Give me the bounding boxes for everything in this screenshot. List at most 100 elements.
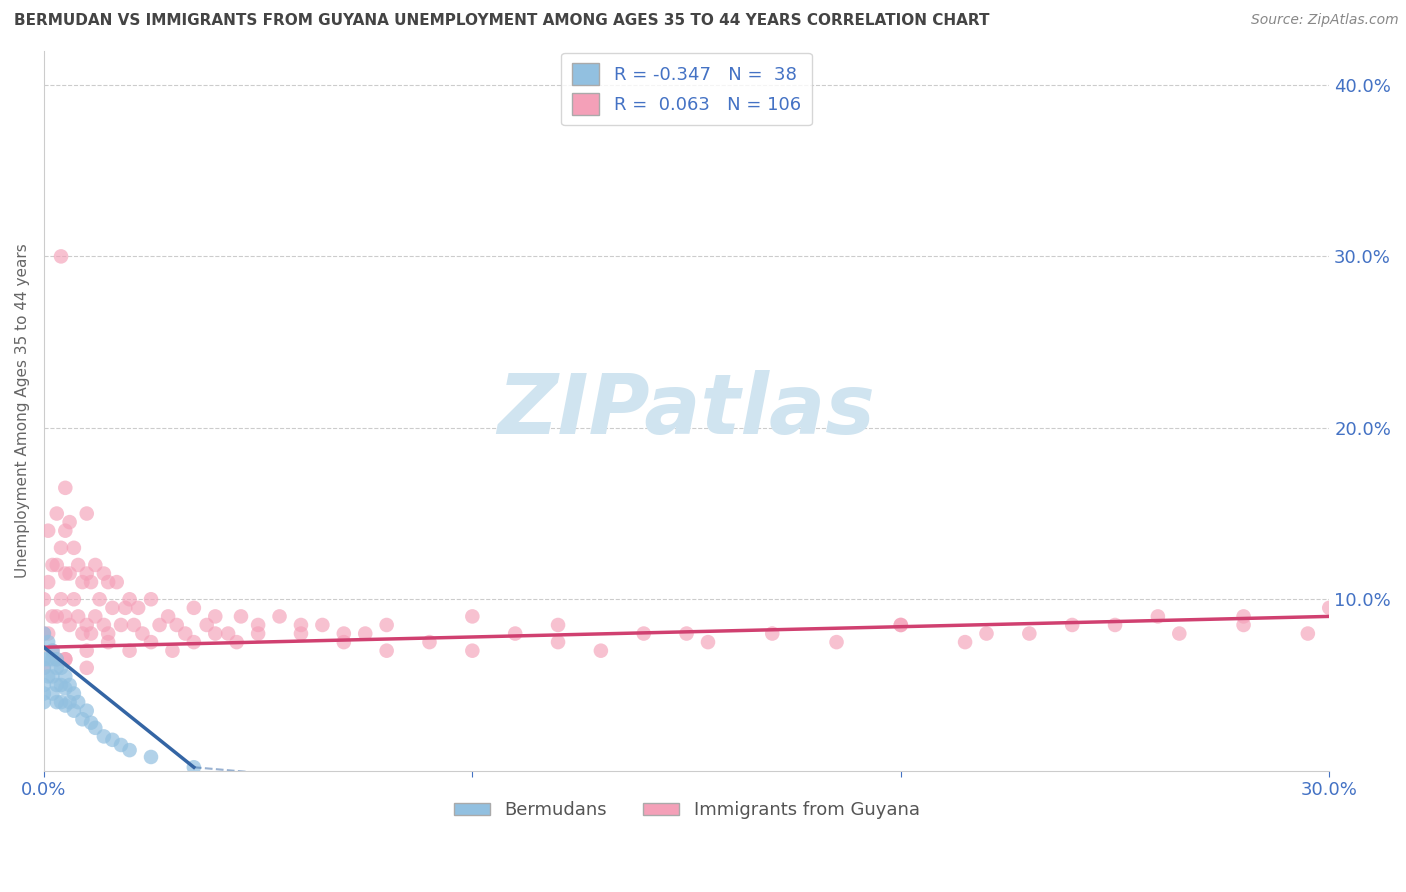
Point (76, 643, 98, 657)
Point (269, 609, 291, 624)
Point (84, 609, 107, 624)
Point (547, 618, 569, 632)
Point (41, 643, 63, 657)
Point (80, 626, 103, 640)
Point (41, 643, 63, 657)
Y-axis label: Unemployment Among Ages 35 to 44 years: Unemployment Among Ages 35 to 44 years (15, 244, 30, 578)
Point (45, 652, 67, 666)
Point (183, 635, 205, 649)
Point (41, 609, 63, 624)
Point (1168, 626, 1191, 640)
Point (89, 592, 111, 607)
Point (1062, 618, 1084, 632)
Point (148, 618, 170, 632)
Point (139, 592, 162, 607)
Point (32, 626, 55, 640)
Point (697, 635, 720, 649)
Point (675, 626, 697, 640)
Point (418, 635, 440, 649)
Point (375, 643, 398, 657)
Point (290, 626, 312, 640)
Point (32, 661, 55, 675)
Point (195, 618, 218, 632)
Point (825, 635, 848, 649)
Point (45, 652, 67, 666)
Point (84, 558, 107, 572)
Point (1232, 609, 1254, 624)
Point (53, 481, 76, 495)
Point (67, 558, 90, 572)
Point (93, 730, 115, 744)
Point (97, 635, 120, 649)
Point (290, 618, 312, 632)
Point (63, 541, 86, 555)
Point (45, 609, 67, 624)
Point (953, 635, 976, 649)
Point (1018, 626, 1040, 640)
Point (49, 592, 72, 607)
Point (247, 618, 270, 632)
Point (80, 575, 103, 590)
Point (333, 635, 356, 649)
Point (53, 652, 76, 666)
Point (49, 541, 72, 555)
Point (76, 704, 98, 718)
Point (1317, 600, 1340, 615)
Point (45, 661, 67, 675)
Point (110, 618, 132, 632)
Point (58, 678, 80, 692)
Text: ZIPatlas: ZIPatlas (498, 370, 876, 451)
Point (166, 618, 188, 632)
Point (139, 750, 162, 764)
Point (890, 618, 912, 632)
Point (58, 566, 80, 581)
Point (311, 618, 333, 632)
Point (45, 558, 67, 572)
Point (76, 618, 98, 632)
Point (375, 618, 398, 632)
Point (32, 687, 55, 701)
Point (32, 661, 55, 675)
Point (93, 566, 115, 581)
Point (127, 600, 149, 615)
Legend: Bermudans, Immigrants from Guyana: Bermudans, Immigrants from Guyana (447, 794, 927, 827)
Point (58, 695, 80, 709)
Point (41, 652, 63, 666)
Point (183, 600, 205, 615)
Point (32, 652, 55, 666)
Point (157, 609, 180, 624)
Text: Source: ZipAtlas.com: Source: ZipAtlas.com (1251, 13, 1399, 28)
Point (37, 575, 59, 590)
Point (118, 743, 141, 757)
Point (139, 635, 162, 649)
Point (32, 626, 55, 640)
Point (105, 575, 128, 590)
Point (162, 643, 184, 657)
Point (589, 643, 612, 657)
Point (354, 626, 377, 640)
Point (53, 566, 76, 581)
Point (97, 626, 120, 640)
Point (461, 609, 484, 624)
Point (53, 698, 76, 713)
Point (41, 669, 63, 683)
Point (76, 507, 98, 521)
Point (32, 592, 55, 607)
Point (890, 618, 912, 632)
Point (118, 643, 141, 657)
Point (101, 732, 124, 747)
Point (32, 695, 55, 709)
Point (53, 609, 76, 624)
Point (1104, 618, 1126, 632)
Point (67, 695, 90, 709)
Point (72, 626, 94, 640)
Point (49, 695, 72, 709)
Point (67, 609, 90, 624)
Point (45, 695, 67, 709)
Point (131, 626, 153, 640)
Point (761, 626, 783, 640)
Point (1232, 618, 1254, 632)
Text: BERMUDAN VS IMMIGRANTS FROM GUYANA UNEMPLOYMENT AMONG AGES 35 TO 44 YEARS CORREL: BERMUDAN VS IMMIGRANTS FROM GUYANA UNEMP… (14, 13, 990, 29)
Point (72, 712, 94, 726)
Point (49, 661, 72, 675)
